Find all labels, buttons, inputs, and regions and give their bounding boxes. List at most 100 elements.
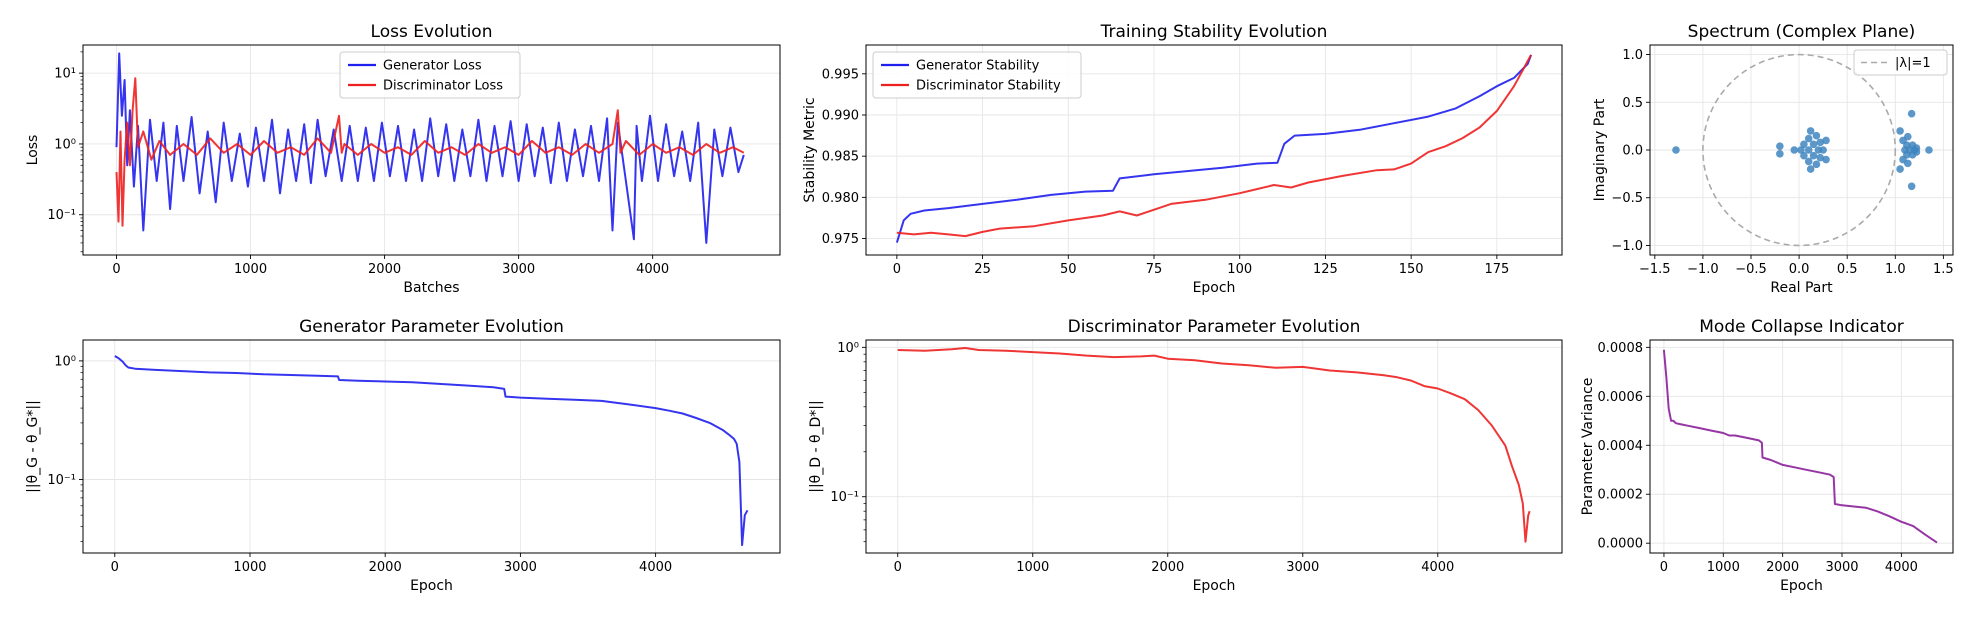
series-line-0 (1662, 349, 1938, 544)
y-axis-label: ||θ_G - θ_G*|| (25, 400, 41, 493)
y-tick-label: 10⁰ (54, 137, 76, 152)
x-tick-label: −1.0 (1687, 262, 1719, 277)
y-tick-label: 0.0000 (1598, 537, 1644, 552)
y-axis-label: Imaginary Part (1592, 98, 1608, 201)
y-tick-label: 0.0006 (1598, 390, 1644, 405)
x-tick-label: −1.5 (1639, 262, 1671, 277)
x-tick-label: 175 (1484, 262, 1509, 277)
y-axis-label: Loss (25, 135, 41, 166)
y-tick-label: 10⁰ (54, 354, 76, 369)
data-point (1790, 146, 1799, 154)
chart-gen-param: 0 1000 2000 3000 4000 10⁻¹ 10⁰ Generator Parame… (25, 317, 781, 594)
data-point (1903, 132, 1912, 141)
y-tick-label: 10⁰ (837, 341, 859, 356)
y-tick-label: 1.0 (1622, 48, 1643, 63)
axes-frame (1649, 339, 1954, 554)
x-tick-label: 2000 (1151, 560, 1184, 575)
data-point (1812, 131, 1821, 140)
chart-title: Discriminator Parameter Evolution (1068, 317, 1361, 337)
x-tick-label: 3000 (504, 560, 537, 575)
x-axis-label: Epoch (1193, 280, 1236, 296)
legend-label: |λ|=1 (1895, 56, 1931, 71)
y-tick-label: 0.0008 (1598, 341, 1644, 356)
chart-loss: 0 1000 2000 3000 4000 10⁻¹ 10⁰ 10¹ Loss Evolutio… (25, 22, 781, 296)
y-tick-label: 0.0004 (1598, 439, 1644, 454)
data-point (1776, 142, 1784, 150)
axes-frame (865, 339, 1563, 554)
series-line-0 (114, 355, 749, 547)
x-tick-label: 1000 (234, 262, 267, 277)
x-tick-label: 2000 (369, 560, 402, 575)
chart-disc-param: 0 1000 2000 3000 4000 10⁻¹ 10⁰ Discriminator Pa… (808, 317, 1563, 594)
y-axis-label: Stability Metric (802, 97, 818, 202)
axes-frame (82, 44, 781, 256)
x-tick-label: 2000 (1766, 560, 1799, 575)
data-point (1907, 109, 1916, 118)
y-axis-label: Parameter Variance (1580, 378, 1596, 516)
legend-box (872, 51, 1082, 99)
data-point (1912, 148, 1921, 156)
y-tick-label: 0.0002 (1598, 488, 1644, 503)
x-tick-label: 4000 (636, 262, 669, 277)
legend: Generator Loss Discriminator Loss (339, 51, 521, 99)
x-tick-label: 0.5 (1837, 262, 1858, 277)
x-tick-label: 1000 (1016, 560, 1049, 575)
legend-label: Discriminator Stability (916, 79, 1061, 94)
y-tick-label: 0.995 (822, 67, 859, 82)
x-axis-label: Epoch (1193, 578, 1236, 594)
y-tick-label: 0.5 (1622, 96, 1643, 111)
legend-label: Discriminator Loss (383, 79, 503, 94)
data-point (1809, 140, 1818, 149)
plot-area (1662, 349, 1938, 544)
x-tick-label: 1000 (1707, 560, 1740, 575)
y-tick-label: 0.975 (822, 232, 859, 247)
x-axis-label: Epoch (410, 578, 453, 594)
x-tick-label: 75 (1146, 262, 1163, 277)
data-point (1776, 150, 1784, 158)
data-point (1822, 136, 1830, 145)
x-tick-label: 1.5 (1933, 262, 1954, 277)
x-axis-label: Real Part (1770, 280, 1833, 296)
x-tick-label: −0.5 (1735, 262, 1767, 277)
series-line-0 (897, 347, 1531, 543)
axes-frame (82, 339, 781, 554)
y-tick-label: 0.985 (822, 150, 859, 165)
x-axis-label: Batches (403, 280, 459, 296)
data-point (1816, 138, 1825, 147)
axes-frame (865, 44, 1563, 256)
legend-box (339, 51, 521, 99)
x-tick-label: 4000 (1421, 560, 1454, 575)
y-tick-label: −1.0 (1611, 239, 1643, 254)
series-line-0 (115, 52, 745, 244)
x-tick-label: 0 (112, 262, 120, 277)
x-tick-label: 4000 (639, 560, 672, 575)
x-tick-label: 150 (1399, 262, 1424, 277)
plot-area (895, 54, 1533, 243)
plot-area (115, 52, 745, 244)
y-tick-label: 10¹ (54, 67, 76, 82)
x-tick-label: 1.0 (1885, 262, 1906, 277)
x-tick-label: 4000 (1885, 560, 1918, 575)
legend: |λ|=1 (1853, 49, 1948, 76)
x-tick-label: 2000 (368, 262, 401, 277)
y-axis-label: ||θ_D - θ_D*|| (808, 400, 824, 493)
chart-title: Training Stability Evolution (1100, 22, 1328, 42)
x-tick-label: 0 (894, 560, 902, 575)
data-point (1896, 127, 1904, 135)
plot-area (1672, 53, 1933, 247)
data-point (1804, 146, 1813, 154)
unit-circle (1702, 53, 1897, 247)
data-point (1896, 165, 1904, 173)
chart-title: Mode Collapse Indicator (1699, 317, 1904, 337)
x-tick-label: 100 (1227, 262, 1252, 277)
x-tick-label: 0.0 (1789, 262, 1810, 277)
data-point (1809, 151, 1818, 160)
series-line-0 (895, 54, 1533, 243)
data-point (1822, 155, 1830, 164)
chart-title: Spectrum (Complex Plane) (1688, 22, 1916, 42)
series-line-1 (896, 54, 1532, 238)
y-tick-label: 10⁻¹ (830, 490, 859, 505)
chart-title: Generator Parameter Evolution (299, 317, 564, 337)
plot-area (897, 347, 1531, 543)
